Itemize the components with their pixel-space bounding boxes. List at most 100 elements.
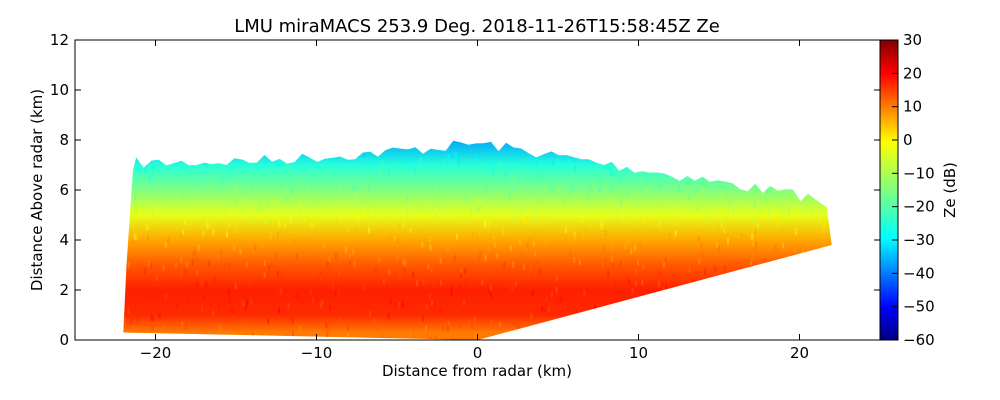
echo-speckle: [473, 332, 476, 339]
echo-speckle: [553, 261, 556, 268]
echo-speckle: [598, 186, 601, 193]
echo-speckle: [332, 283, 335, 290]
echo-speckle: [349, 259, 351, 266]
echo-speckle: [585, 208, 588, 215]
echo-speckle: [557, 273, 560, 280]
echo-speckle: [180, 232, 183, 239]
echo-speckle: [403, 304, 406, 311]
echo-speckle: [273, 198, 276, 205]
echo-speckle: [147, 235, 150, 242]
echo-speckle: [698, 227, 701, 234]
echo-speckle: [318, 211, 321, 218]
echo-speckle: [630, 248, 633, 255]
echo-speckle: [568, 159, 571, 166]
echo-speckle: [543, 182, 546, 189]
echo-speckle: [722, 210, 725, 217]
echo-speckle: [287, 302, 290, 309]
echo-speckle: [722, 227, 725, 234]
echo-speckle: [230, 208, 233, 215]
echo-speckle: [317, 172, 320, 179]
echo-speckle: [263, 271, 266, 278]
echo-speckle: [428, 236, 431, 243]
echo-speckle: [276, 332, 279, 339]
echo-speckle: [363, 150, 366, 157]
echo-speckle: [634, 268, 637, 275]
echo-speckle: [409, 227, 412, 234]
echo-speckle: [418, 318, 421, 325]
echo-speckle: [348, 252, 351, 259]
echo-speckle: [654, 210, 657, 217]
echo-speckle: [602, 220, 604, 226]
echo-speckle: [700, 242, 703, 249]
echo-speckle: [380, 166, 383, 173]
y-tick-label: 8: [59, 131, 69, 149]
echo-speckle: [786, 196, 789, 203]
echo-speckle: [512, 261, 515, 268]
echo-speckle: [535, 159, 538, 166]
echo-speckle: [280, 271, 283, 278]
echo-speckle: [361, 150, 364, 157]
echo-speckle: [214, 249, 217, 256]
echo-speckle: [668, 206, 671, 213]
echo-speckle: [240, 183, 242, 190]
echo-speckle: [260, 186, 263, 193]
echo-speckle: [192, 252, 195, 258]
echo-speckle: [573, 157, 576, 164]
echo-speckle: [158, 312, 161, 319]
echo-speckle: [427, 263, 430, 270]
echo-speckle: [556, 157, 559, 164]
echo-speckle: [165, 293, 168, 300]
echo-speckle: [719, 213, 722, 220]
echo-speckle: [446, 325, 449, 332]
echo-speckle: [321, 299, 324, 306]
colorbar-tick-label: −50: [903, 298, 935, 316]
echo-speckle: [399, 274, 402, 280]
echo-speckle: [279, 157, 282, 164]
echo-speckle: [127, 261, 130, 268]
echo-speckle: [231, 314, 234, 321]
echo-speckle: [674, 206, 676, 213]
echo-speckle: [818, 216, 821, 223]
echo-speckle: [532, 241, 535, 248]
echo-speckle: [659, 271, 662, 278]
echo-speckle: [634, 213, 637, 220]
echo-speckle: [247, 277, 250, 284]
echo-speckle: [366, 157, 369, 164]
colorbar-tick-label: 0: [903, 131, 913, 149]
echo-speckle: [563, 200, 566, 207]
echo-speckle: [487, 246, 490, 253]
echo-speckle: [252, 248, 255, 255]
echo-speckle: [535, 260, 538, 266]
colorbar-axis: 30 20 10 0 −10 −20 −30 −40 −50 −60: [892, 31, 935, 349]
echo-speckle: [190, 170, 193, 177]
echo-speckle: [423, 178, 426, 185]
echo-speckle: [368, 227, 370, 234]
echo-speckle: [466, 266, 469, 273]
echo-speckle: [638, 187, 641, 194]
echo-speckle: [394, 302, 397, 309]
echo-speckle: [217, 254, 220, 261]
echo-speckle: [531, 290, 534, 297]
echo-speckle: [405, 157, 407, 164]
echo-speckle: [732, 210, 735, 216]
echo-speckle: [639, 171, 642, 178]
echo-speckle: [244, 325, 247, 332]
echo-speckle: [500, 225, 503, 232]
echo-speckle: [426, 303, 429, 310]
echo-speckle: [706, 215, 709, 222]
echo-speckle: [698, 258, 701, 265]
echo-speckle: [325, 322, 328, 329]
echo-speckle: [403, 268, 406, 274]
echo-speckle: [788, 208, 790, 215]
echo-speckle: [488, 220, 491, 227]
echo-speckle: [149, 175, 152, 182]
echo-speckle: [356, 228, 358, 235]
echo-speckle: [289, 164, 292, 171]
echo-speckle: [708, 195, 711, 202]
echo-speckle: [169, 201, 172, 208]
echo-speckle: [511, 186, 514, 193]
echo-speckle: [634, 245, 637, 252]
echo-speckle: [292, 330, 294, 337]
echo-speckle: [538, 268, 541, 275]
echo-speckle: [603, 258, 606, 265]
